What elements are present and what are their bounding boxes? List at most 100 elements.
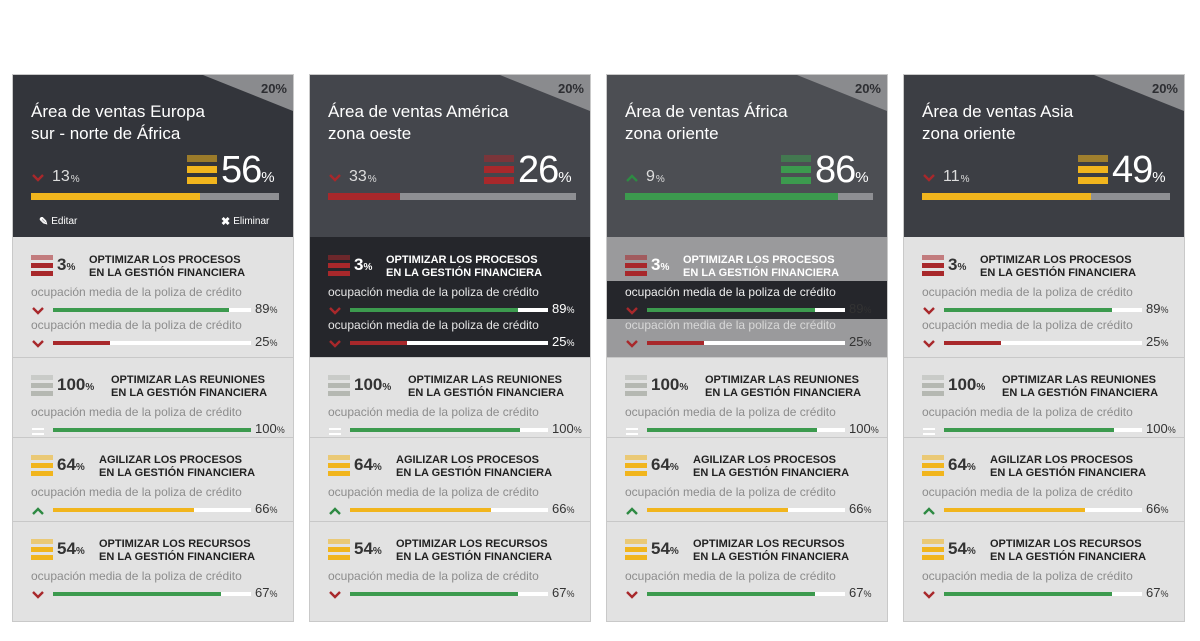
kpi-label: Optimizar los procesos en la gestión fina… bbox=[683, 254, 839, 280]
kpi-label-line: en la gestión financiera bbox=[89, 267, 246, 279]
kpi-value: 54% bbox=[651, 539, 679, 559]
metric-row: 89% bbox=[922, 301, 1174, 316]
metric-row: 25% bbox=[922, 334, 1174, 349]
kpi-section[interactable]: 3% Optimizar los procesos en la gestión fi… bbox=[310, 237, 590, 357]
kpi-label-line: Optimizar los procesos bbox=[386, 254, 538, 266]
divider bbox=[607, 521, 887, 522]
kpi-value-number: 3 bbox=[651, 255, 661, 274]
metric-value-number: 66 bbox=[255, 501, 270, 516]
kpi-header: 54% Optimizar los recursos en la gestión f… bbox=[31, 535, 291, 563]
metric-row: 89% bbox=[31, 301, 283, 316]
kpi-section[interactable]: 100% Optimizar las reuniones en la gestión… bbox=[13, 357, 293, 437]
kpi-label-line: en la gestión financiera bbox=[396, 467, 553, 479]
metric-value: 25% bbox=[255, 334, 277, 349]
metric-label: ocupación media de la poliza de crédito bbox=[31, 569, 242, 583]
sales-area-card[interactable]: 20% Área de ventas Asia zona oriente 11% 49%… bbox=[903, 74, 1185, 622]
overall-progress-bar bbox=[328, 193, 576, 200]
kpi-section[interactable]: 3% Optimizar los procesos en la gestión fi… bbox=[607, 237, 887, 357]
kpi-section[interactable]: 54% Optimizar los recursos en la gestión f… bbox=[607, 521, 887, 621]
kpi-label-line: en la gestión financiera bbox=[396, 551, 553, 563]
chevron-down-icon bbox=[625, 304, 639, 316]
metric-value-number: 100 bbox=[552, 421, 574, 436]
metric-bar-fill bbox=[53, 592, 222, 596]
kpi-label: Optimizar los procesos en la gestión fina… bbox=[386, 254, 542, 280]
chevron-up-icon bbox=[922, 504, 936, 516]
kpi-value: 100% bbox=[948, 375, 985, 395]
kpi-section[interactable]: 64% Agilizar los procesos en la gestión fi… bbox=[13, 437, 293, 521]
kpi-section[interactable]: 54% Optimizar los recursos en la gestión f… bbox=[13, 521, 293, 621]
area-title-line: Área de ventas Europa bbox=[31, 102, 205, 121]
metric-value-unit: % bbox=[276, 425, 285, 435]
kpi-header: 3% Optimizar los procesos en la gestión fi… bbox=[328, 251, 588, 279]
kpi-section[interactable]: 3% Optimizar los procesos en la gestión fi… bbox=[13, 237, 293, 357]
metric-value: 66% bbox=[849, 501, 871, 516]
kpi-label-line: Optimizar los recursos bbox=[693, 538, 845, 550]
sales-area-card[interactable]: 20% Área de ventas África zona oriente 9% 86… bbox=[606, 74, 888, 622]
kpi-value: 100% bbox=[57, 375, 94, 395]
kpi-section[interactable]: 100% Optimizar las reuniones en la gestión… bbox=[310, 357, 590, 437]
level-bars-icon bbox=[328, 255, 350, 277]
metric-label: ocupación media de la poliza de crédito bbox=[625, 318, 836, 332]
metric-value-number: 100 bbox=[255, 421, 277, 436]
kpi-label-line: Optimizar los recursos bbox=[99, 538, 251, 550]
kpi-label-line: Optimizar las reuniones bbox=[408, 374, 563, 386]
kpi-value-number: 100 bbox=[57, 375, 86, 394]
kpi-label-line: Optimizar los procesos bbox=[683, 254, 835, 266]
kpi-section[interactable]: 3% Optimizar los procesos en la gestión fi… bbox=[904, 237, 1184, 357]
metric-bar bbox=[944, 592, 1142, 596]
metric-value-unit: % bbox=[1167, 425, 1176, 435]
kpi-value: 64% bbox=[354, 455, 382, 475]
trend-indicator: 33% bbox=[328, 167, 377, 187]
area-title-line: Área de ventas América bbox=[328, 102, 509, 121]
kpi-header: 3% Optimizar los procesos en la gestión fi… bbox=[31, 251, 291, 279]
kpi-value-unit: % bbox=[363, 262, 373, 273]
metric-value: 25% bbox=[849, 334, 871, 349]
kpi-value-number: 100 bbox=[651, 375, 680, 394]
highlight-band bbox=[607, 281, 887, 319]
metric-value-number: 25 bbox=[552, 334, 567, 349]
metric-bar bbox=[944, 428, 1142, 432]
divider bbox=[904, 521, 1184, 522]
kpi-section[interactable]: 54% Optimizar los recursos en la gestión f… bbox=[310, 521, 590, 621]
kpi-header: 3% Optimizar los procesos en la gestión fi… bbox=[922, 251, 1182, 279]
kpi-label-line: en la gestión financiera bbox=[693, 467, 850, 479]
metric-bar-fill bbox=[647, 592, 816, 596]
kpi-label-line: Optimizar las reuniones bbox=[1002, 374, 1157, 386]
kpi-section[interactable]: 100% Optimizar las reuniones en la gestión… bbox=[904, 357, 1184, 437]
card-header: 20% Área de ventas Europa sur - norte de Á… bbox=[13, 75, 293, 237]
kpi-value-number: 54 bbox=[948, 539, 967, 558]
metric-bar bbox=[350, 428, 548, 432]
kpi-section[interactable]: 64% Agilizar los procesos en la gestión fi… bbox=[607, 437, 887, 521]
metric-value-unit: % bbox=[863, 505, 872, 515]
overall-progress-bar bbox=[922, 193, 1170, 200]
edit-button[interactable]: ✎ Editar bbox=[39, 215, 77, 228]
area-title: Área de ventas Europa sur - norte de Áfri… bbox=[31, 101, 251, 145]
sales-area-card[interactable]: 20% Área de ventas América zona oeste 33% 26… bbox=[309, 74, 591, 622]
kpi-section[interactable]: 54% Optimizar los recursos en la gestión f… bbox=[904, 521, 1184, 621]
kpi-value-unit: % bbox=[372, 462, 382, 473]
overall-score-value: 86 bbox=[815, 149, 856, 191]
metric-value: 100% bbox=[849, 421, 879, 436]
kpi-value-number: 54 bbox=[57, 539, 76, 558]
kpi-section[interactable]: 64% Agilizar los procesos en la gestión fi… bbox=[310, 437, 590, 521]
trend-unit: % bbox=[655, 174, 665, 185]
kpi-label-line: Optimizar los recursos bbox=[396, 538, 548, 550]
kpi-label-line: Agilizar los procesos bbox=[99, 454, 243, 466]
sales-area-card[interactable]: 20% Área de ventas Europa sur - norte de Á… bbox=[12, 74, 294, 622]
kpi-section[interactable]: 100% Optimizar las reuniones en la gestión… bbox=[607, 357, 887, 437]
metric-value-number: 89 bbox=[255, 301, 270, 316]
kpi-label-line: Optimizar las reuniones bbox=[705, 374, 860, 386]
level-bars-icon bbox=[625, 539, 647, 561]
card-header: 20% Área de ventas Asia zona oriente 11% 49% bbox=[904, 75, 1184, 237]
kpi-section[interactable]: 64% Agilizar los procesos en la gestión fi… bbox=[904, 437, 1184, 521]
metric-value: 66% bbox=[552, 501, 574, 516]
metric-bar bbox=[350, 308, 548, 312]
metric-label: ocupación media de la poliza de crédito bbox=[922, 485, 1133, 499]
kpi-value: 64% bbox=[948, 455, 976, 475]
divider bbox=[904, 357, 1184, 358]
kpi-label-line: Optimizar los recursos bbox=[990, 538, 1142, 550]
kpi-header: 100% Optimizar las reuniones en la gestión… bbox=[328, 371, 588, 399]
chevron-down-icon bbox=[922, 171, 936, 183]
kpi-label-line: en la gestión financiera bbox=[980, 267, 1137, 279]
delete-button[interactable]: ✖ Eliminar bbox=[221, 215, 269, 228]
